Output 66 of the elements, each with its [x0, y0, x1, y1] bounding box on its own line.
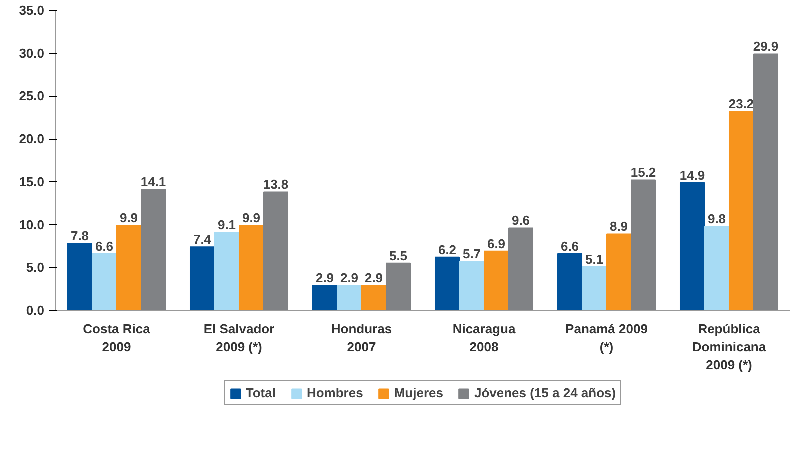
bar	[312, 285, 338, 310]
x-tick-label: República Dominicana 2009 (*)	[692, 322, 767, 372]
data-label: 6.6	[95, 238, 114, 254]
bar	[140, 189, 166, 310]
data-label: 9.9	[242, 210, 261, 226]
data-label: 29.9	[753, 39, 779, 54]
y-tick-label: 30.0	[19, 46, 45, 61]
bar	[386, 262, 412, 310]
bar	[753, 54, 779, 310]
x-tick-label: Nicaragua 2008	[452, 322, 516, 354]
data-label: 7.8	[70, 228, 90, 244]
data-label: 2.9	[316, 270, 334, 286]
data-label: 2.9	[340, 270, 359, 286]
data-label: 9.1	[218, 218, 236, 232]
y-tick-label: 10.0	[19, 217, 45, 232]
data-label: 6.2	[438, 242, 457, 258]
legend-label: Total	[246, 386, 276, 400]
x-tick-label: Panamá 2009 (*)	[566, 322, 648, 354]
data-label: 5.5	[389, 248, 408, 264]
data-label: 14.1	[140, 174, 166, 190]
bar	[508, 228, 534, 310]
data-label: 7.4	[193, 232, 212, 248]
y-tick-label: 20.0	[19, 132, 45, 147]
bar	[728, 111, 754, 310]
bar	[704, 226, 730, 310]
y-tick-label: 5.0	[26, 260, 45, 276]
y-tick-label: 0.0	[26, 303, 45, 318]
data-label: 5.7	[462, 246, 482, 262]
legend-label: Jóvenes (15 a 24 años)	[474, 386, 616, 400]
y-tick-label: 25.0	[19, 88, 45, 104]
bar	[434, 256, 460, 310]
bar	[459, 261, 485, 310]
legend-label: Hombres	[306, 386, 364, 400]
bar	[67, 243, 93, 310]
x-tick-label: El Salvador 2009 (*)	[204, 322, 275, 354]
y-tick-label: 15.0	[19, 174, 45, 190]
bar	[214, 232, 240, 310]
bar	[680, 182, 706, 310]
data-label: 14.9	[680, 168, 706, 183]
bar	[606, 234, 632, 310]
data-label: 8.9	[610, 219, 628, 234]
bar	[484, 250, 510, 310]
bar	[630, 180, 656, 310]
data-label: 9.9	[120, 210, 138, 226]
bar	[116, 225, 142, 310]
x-tick-label: Costa Rica 2009	[83, 322, 152, 354]
bar	[336, 285, 362, 310]
data-label: 9.8	[708, 212, 726, 226]
x-tick-label: Honduras 2007	[331, 322, 392, 354]
data-label: 15.2	[630, 165, 656, 180]
data-label: 5.1	[585, 252, 604, 267]
y-tick-label: 35.0	[19, 3, 45, 18]
data-label: 23.2	[728, 96, 754, 112]
data-label: 2.9	[364, 270, 384, 286]
data-label: 13.8	[263, 177, 289, 192]
data-label: 6.6	[560, 238, 580, 254]
bar	[557, 253, 583, 310]
bar	[582, 266, 608, 310]
legend-label: Mujeres	[394, 386, 444, 400]
data-label: 9.6	[512, 213, 530, 228]
bar	[361, 285, 387, 310]
bar	[238, 225, 264, 310]
data-label: 6.9	[487, 236, 506, 252]
bar	[263, 192, 289, 310]
bar	[190, 246, 216, 310]
bar	[92, 253, 118, 310]
